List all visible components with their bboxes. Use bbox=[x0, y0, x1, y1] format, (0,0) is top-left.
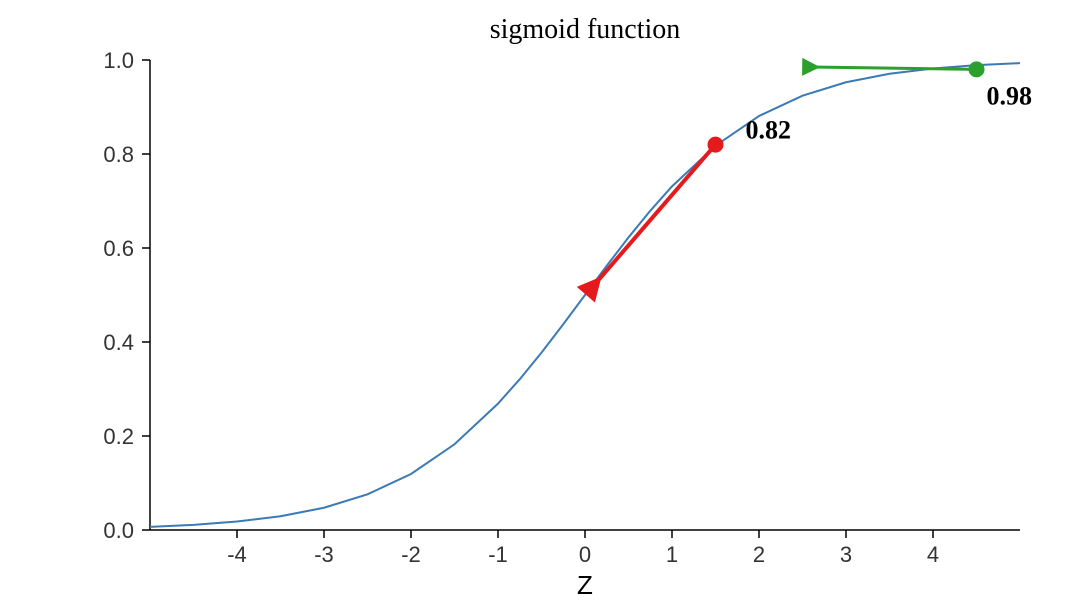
chart-background bbox=[0, 0, 1084, 615]
x-tick-label: 2 bbox=[753, 542, 765, 567]
y-tick-label: 0.4 bbox=[103, 330, 134, 355]
y-tick-label: 0.8 bbox=[103, 142, 134, 167]
x-tick-label: -3 bbox=[314, 542, 334, 567]
sigmoid-chart: sigmoid function 0.0 0.2 0.4 0.6 0.8 1.0 -4 -3 -2… bbox=[0, 0, 1084, 615]
x-tick-label: 4 bbox=[927, 542, 939, 567]
chart-title: sigmoid function bbox=[490, 14, 681, 45]
x-tick-label: 0 bbox=[579, 542, 591, 567]
chart-svg: sigmoid function 0.0 0.2 0.4 0.6 0.8 1.0 -4 -3 -2… bbox=[0, 0, 1084, 615]
x-tick-label: -4 bbox=[227, 542, 247, 567]
x-tick-label: -1 bbox=[488, 542, 508, 567]
y-tick-label: 0.0 bbox=[103, 518, 134, 543]
y-tick-label: 0.6 bbox=[103, 236, 134, 261]
annotation-label-point1: 0.82 bbox=[746, 116, 792, 145]
annotation-marker-point2 bbox=[969, 61, 985, 77]
annotation-label-point2: 0.98 bbox=[987, 81, 1033, 110]
x-axis-label: Z bbox=[577, 570, 593, 600]
x-tick-label: -2 bbox=[401, 542, 421, 567]
annotation-marker-point1 bbox=[708, 137, 724, 153]
x-tick-label: 3 bbox=[840, 542, 852, 567]
x-tick-label: 1 bbox=[666, 542, 678, 567]
y-tick-label: 1.0 bbox=[103, 48, 134, 73]
y-tick-label: 0.2 bbox=[103, 424, 134, 449]
